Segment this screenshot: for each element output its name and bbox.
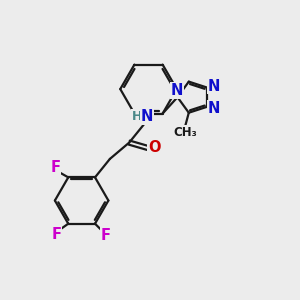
Text: N: N <box>141 109 153 124</box>
Text: N: N <box>207 101 220 116</box>
Text: N: N <box>207 79 220 94</box>
Text: CH₃: CH₃ <box>173 125 197 139</box>
Text: F: F <box>50 160 61 175</box>
Text: H: H <box>132 110 142 123</box>
Text: N: N <box>171 83 183 98</box>
Text: O: O <box>148 140 161 155</box>
Text: F: F <box>51 227 62 242</box>
Text: F: F <box>101 228 111 243</box>
